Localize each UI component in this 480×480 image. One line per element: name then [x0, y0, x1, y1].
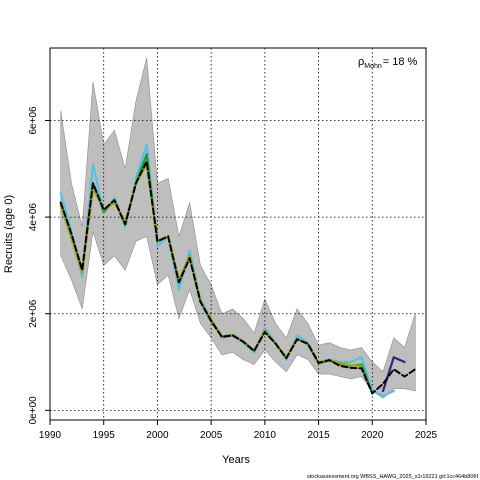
y-tick-label-2: 4e+06 — [28, 203, 39, 232]
mohn-rho-subscript: Mohn — [364, 63, 382, 70]
plot-frame — [49, 47, 427, 421]
mohn-rho-symbol: ρ — [358, 56, 364, 68]
confidence-band — [60, 57, 416, 399]
x-tick-label-2025: 2025 — [415, 430, 438, 441]
series-layer — [59, 143, 417, 397]
x-tick-label-2015: 2015 — [307, 430, 330, 441]
confidence-band-layer — [60, 57, 416, 399]
x-tick-label-2005: 2005 — [200, 430, 223, 441]
y-tick-label-3: 6e+06 — [28, 106, 39, 135]
x-tick-label-2020: 2020 — [361, 430, 384, 441]
y-axis-title: Recruits (age 0) — [3, 195, 15, 273]
x-tick-label-1995: 1995 — [93, 430, 116, 441]
x-axis-title: Years — [222, 454, 250, 466]
series-line-4 — [59, 160, 417, 395]
mohn-rho-annotation: ρMohn= 18 % — [358, 56, 418, 70]
mohn-rho-equals: = — [383, 56, 389, 68]
y-tick-label-0: 0e+00 — [28, 396, 39, 425]
mohn-rho-value: 18 % — [392, 56, 417, 68]
axis-layer: 1990 1995 2000 2005 2010 2015 2020 2025 0e+00 2e+… — [28, 106, 438, 441]
y-tick-label-1: 2e+06 — [28, 299, 39, 328]
grid-layer — [49, 48, 427, 420]
svg-text:ρMohn=18 %: ρMohn= 18 % — [358, 56, 418, 70]
x-tick-label-1990: 1990 — [39, 430, 62, 441]
x-tick-label-2000: 2000 — [146, 430, 169, 441]
x-tick-label-2010: 2010 — [254, 430, 277, 441]
footer-source: stockassessment.org WBSS_HAWG_2025_s1r19… — [307, 474, 478, 480]
